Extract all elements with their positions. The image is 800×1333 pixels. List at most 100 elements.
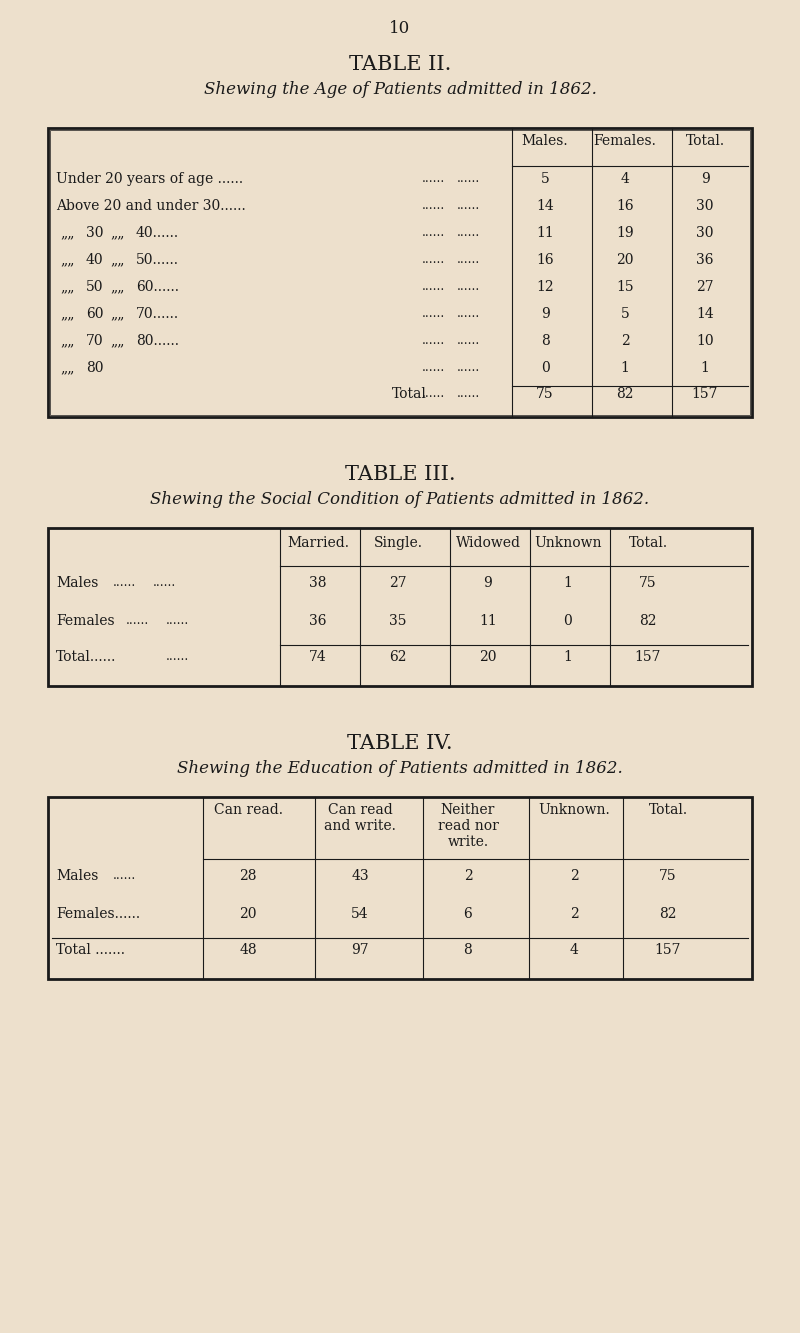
Text: Total: Total — [392, 387, 427, 401]
Text: ......: ...... — [457, 307, 480, 320]
Text: 4: 4 — [621, 172, 630, 187]
Text: 60: 60 — [86, 307, 103, 321]
Text: 75: 75 — [659, 869, 677, 882]
Text: ......: ...... — [422, 253, 446, 267]
Text: ......: ...... — [153, 576, 176, 589]
Text: „„: „„ — [60, 361, 74, 375]
Text: 10: 10 — [390, 20, 410, 37]
Text: ......: ...... — [422, 199, 446, 212]
Text: 2: 2 — [621, 335, 630, 348]
Bar — [48, 528, 752, 686]
Text: „„: „„ — [110, 280, 125, 295]
Text: 1: 1 — [563, 576, 573, 591]
Text: Females......: Females...... — [56, 906, 140, 921]
Text: 40......: 40...... — [136, 227, 179, 240]
Text: Shewing the Education of Patients admitted in 1862.: Shewing the Education of Patients admitt… — [177, 760, 623, 777]
Text: ......: ...... — [422, 227, 446, 239]
Bar — [48, 128, 752, 417]
Text: „„: „„ — [60, 307, 74, 321]
Text: 35: 35 — [390, 615, 406, 628]
Text: Females.: Females. — [594, 135, 657, 148]
Text: 11: 11 — [479, 615, 497, 628]
Text: 5: 5 — [621, 307, 630, 321]
Text: Unknown.: Unknown. — [538, 802, 610, 817]
Text: TABLE IV.: TABLE IV. — [347, 734, 453, 753]
Text: 2: 2 — [570, 906, 578, 921]
Text: Males.: Males. — [522, 135, 568, 148]
Text: 16: 16 — [616, 199, 634, 213]
Text: TABLE III.: TABLE III. — [345, 465, 455, 484]
Text: 8: 8 — [541, 335, 550, 348]
Text: 54: 54 — [351, 906, 369, 921]
Text: 1: 1 — [563, 651, 573, 664]
Text: 15: 15 — [616, 280, 634, 295]
Text: „„: „„ — [60, 227, 74, 240]
Text: 157: 157 — [634, 651, 662, 664]
Text: ......: ...... — [457, 387, 480, 400]
Bar — [50, 131, 750, 415]
Text: 30: 30 — [696, 227, 714, 240]
Text: 50......: 50...... — [136, 253, 179, 267]
Text: ......: ...... — [422, 307, 446, 320]
Text: 0: 0 — [541, 361, 550, 375]
Text: 20: 20 — [616, 253, 634, 267]
Text: 75: 75 — [639, 576, 657, 591]
Text: 82: 82 — [659, 906, 677, 921]
Text: 10: 10 — [696, 335, 714, 348]
Text: 30: 30 — [696, 199, 714, 213]
Text: 74: 74 — [309, 651, 327, 664]
Text: 82: 82 — [616, 387, 634, 401]
Text: 8: 8 — [464, 942, 472, 957]
Text: 1: 1 — [621, 361, 630, 375]
Text: ......: ...... — [166, 615, 190, 627]
Text: 2: 2 — [464, 869, 472, 882]
Text: 60......: 60...... — [136, 280, 179, 295]
Text: 5: 5 — [541, 172, 550, 187]
Text: 9: 9 — [484, 576, 492, 591]
Text: 9: 9 — [541, 307, 550, 321]
Text: Total.: Total. — [686, 135, 725, 148]
Text: Can read
and write.: Can read and write. — [324, 802, 396, 833]
Text: Total.: Total. — [649, 802, 687, 817]
Text: ......: ...... — [457, 172, 480, 185]
Text: 9: 9 — [701, 172, 710, 187]
Text: ......: ...... — [422, 361, 446, 375]
Text: ......: ...... — [422, 280, 446, 293]
Text: 80: 80 — [86, 361, 103, 375]
Text: 12: 12 — [536, 280, 554, 295]
Text: Unknown: Unknown — [534, 536, 602, 551]
Text: ......: ...... — [457, 227, 480, 239]
Text: 19: 19 — [616, 227, 634, 240]
Text: 16: 16 — [536, 253, 554, 267]
Text: 20: 20 — [479, 651, 497, 664]
Text: Shewing the Social Condition of Patients admitted in 1862.: Shewing the Social Condition of Patients… — [150, 491, 650, 508]
Text: Males: Males — [56, 576, 98, 591]
Text: Neither
read nor
write.: Neither read nor write. — [438, 802, 498, 849]
Text: „„: „„ — [60, 335, 74, 348]
Text: 157: 157 — [692, 387, 718, 401]
Text: „„: „„ — [110, 253, 125, 267]
Text: 2: 2 — [570, 869, 578, 882]
Text: 80......: 80...... — [136, 335, 179, 348]
Text: 20: 20 — [239, 906, 257, 921]
Text: 27: 27 — [389, 576, 407, 591]
Text: 38: 38 — [310, 576, 326, 591]
Text: 27: 27 — [696, 280, 714, 295]
Text: Total......: Total...... — [56, 651, 116, 664]
Text: ......: ...... — [113, 576, 136, 589]
Text: ......: ...... — [457, 361, 480, 375]
Text: 1: 1 — [701, 361, 710, 375]
Text: 36: 36 — [310, 615, 326, 628]
Text: 30: 30 — [86, 227, 103, 240]
Text: Single.: Single. — [374, 536, 422, 551]
Text: „„: „„ — [60, 280, 74, 295]
Text: 14: 14 — [696, 307, 714, 321]
Text: „„: „„ — [110, 335, 125, 348]
Text: 62: 62 — [390, 651, 406, 664]
Text: „„: „„ — [60, 253, 74, 267]
Text: ......: ...... — [457, 280, 480, 293]
Text: 6: 6 — [464, 906, 472, 921]
Text: ......: ...... — [422, 172, 446, 185]
Text: TABLE II.: TABLE II. — [349, 55, 451, 75]
Text: 157: 157 — [654, 942, 682, 957]
